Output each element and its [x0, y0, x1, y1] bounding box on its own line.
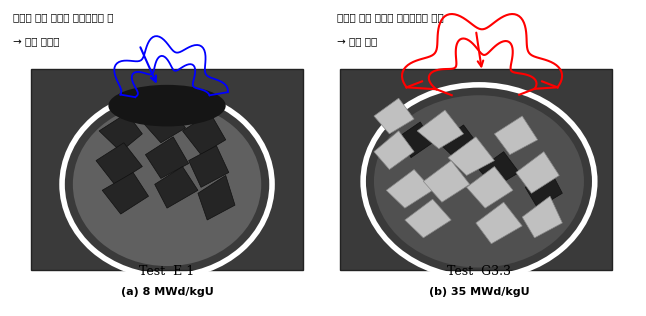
Polygon shape	[374, 131, 414, 169]
Ellipse shape	[374, 95, 584, 268]
Text: 핵연료 파편 크기가 파열부보다 큼: 핵연료 파편 크기가 파열부보다 큼	[13, 12, 113, 22]
Polygon shape	[448, 137, 494, 175]
Text: → 분산 미발생: → 분산 미발생	[13, 36, 59, 46]
Text: 핵연료 파편 크기가 파열부보다 작음: 핵연료 파편 크기가 파열부보다 작음	[337, 12, 444, 22]
Polygon shape	[182, 113, 225, 155]
Polygon shape	[494, 116, 537, 155]
Polygon shape	[516, 152, 559, 193]
Polygon shape	[479, 152, 519, 187]
Polygon shape	[189, 146, 229, 187]
FancyBboxPatch shape	[31, 69, 303, 270]
Ellipse shape	[73, 103, 261, 266]
Text: Test  E 1: Test E 1	[140, 265, 194, 278]
Polygon shape	[476, 202, 522, 244]
Polygon shape	[142, 104, 185, 143]
Polygon shape	[423, 161, 470, 202]
Polygon shape	[399, 122, 433, 158]
Polygon shape	[145, 137, 189, 179]
Ellipse shape	[109, 85, 225, 126]
Text: Test  G3.3: Test G3.3	[447, 265, 511, 278]
Text: → 분산 발생: → 분산 발생	[337, 36, 377, 46]
Polygon shape	[525, 169, 562, 208]
Polygon shape	[466, 167, 513, 208]
Polygon shape	[198, 175, 235, 220]
Polygon shape	[154, 167, 198, 208]
Polygon shape	[522, 196, 562, 238]
Polygon shape	[96, 143, 142, 184]
Polygon shape	[405, 199, 451, 238]
Text: (b) 35 MWd/kgU: (b) 35 MWd/kgU	[429, 287, 529, 297]
Text: (a) 8 MWd/kgU: (a) 8 MWd/kgU	[121, 287, 213, 297]
Polygon shape	[102, 173, 149, 214]
Polygon shape	[99, 113, 142, 152]
FancyBboxPatch shape	[340, 69, 612, 270]
Polygon shape	[386, 169, 433, 208]
Polygon shape	[417, 110, 464, 149]
Polygon shape	[439, 125, 479, 161]
Polygon shape	[374, 98, 414, 134]
